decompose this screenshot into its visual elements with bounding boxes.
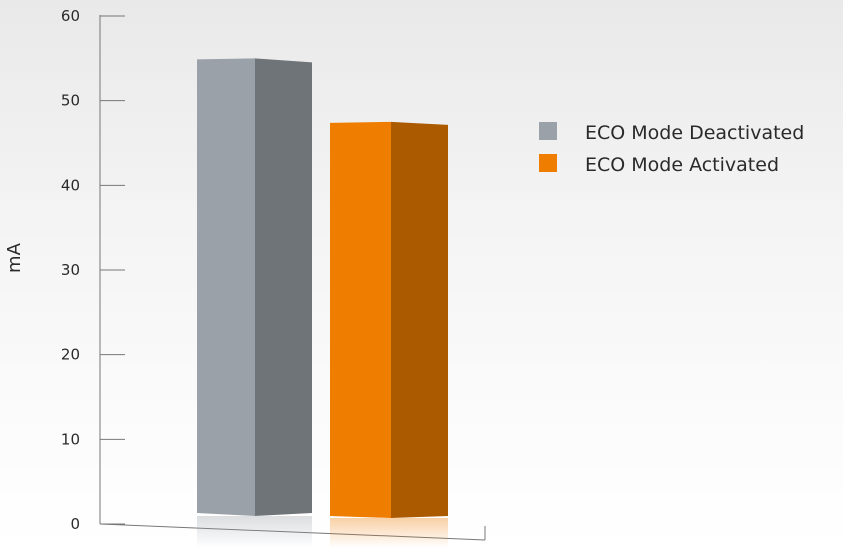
- y-tick-label: 30: [61, 261, 80, 279]
- legend-swatch: [539, 154, 557, 172]
- bar-front-face: [330, 121, 391, 518]
- y-tick-label: 40: [61, 176, 80, 194]
- bar: [330, 121, 448, 518]
- legend-label: ECO Mode Deactivated: [585, 122, 804, 144]
- legend-swatch: [539, 122, 557, 140]
- y-tick-label: 10: [61, 430, 80, 448]
- bar-front-face: [197, 58, 255, 516]
- bar-side-face: [255, 58, 312, 516]
- y-tick-label: 50: [61, 92, 80, 110]
- y-tick-label: 60: [61, 7, 80, 25]
- bar-side-face: [391, 121, 448, 518]
- y-axis-title: mA: [4, 242, 25, 273]
- bar: [197, 58, 312, 516]
- bar-reflection: [197, 516, 312, 548]
- y-tick-label: 0: [70, 515, 80, 533]
- y-tick-label: 20: [61, 346, 80, 364]
- legend-label: ECO Mode Activated: [585, 154, 779, 176]
- bar-reflection: [330, 518, 448, 548]
